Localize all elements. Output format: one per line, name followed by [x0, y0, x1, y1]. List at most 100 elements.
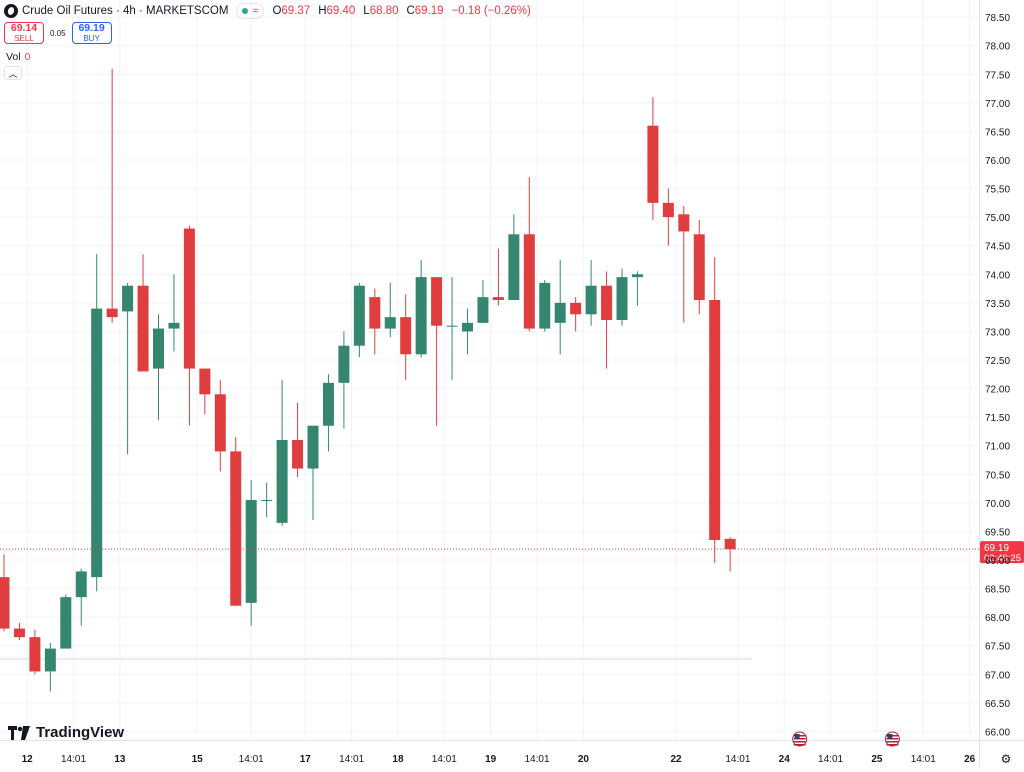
- y-tick-label: 71.00: [985, 442, 1010, 453]
- candle-bullish[interactable]: [153, 314, 164, 420]
- candle-bullish[interactable]: [539, 280, 551, 332]
- candle-bullish[interactable]: [446, 277, 458, 380]
- current-price-tag[interactable]: [980, 541, 1024, 564]
- candle-bearish[interactable]: [570, 297, 582, 332]
- candle-bullish[interactable]: [276, 380, 288, 526]
- candle-body: [400, 317, 412, 355]
- candle-bullish[interactable]: [338, 331, 350, 429]
- y-tick-label: 77.00: [985, 99, 1010, 110]
- candle-bearish[interactable]: [709, 257, 721, 563]
- candle-bullish[interactable]: [415, 260, 427, 358]
- sell-button[interactable]: 69.14 SELL: [4, 22, 44, 44]
- candle-bullish[interactable]: [261, 482, 273, 518]
- x-tick-label: 26: [964, 754, 976, 765]
- candle-body: [106, 308, 118, 318]
- candle-bearish[interactable]: [523, 177, 535, 332]
- candle-bearish[interactable]: [214, 380, 226, 472]
- candle-body: [183, 228, 195, 369]
- candle-bearish[interactable]: [106, 68, 118, 323]
- candle-body: [292, 440, 304, 469]
- candle-bullish[interactable]: [60, 594, 72, 649]
- x-tick-label: 14:01: [525, 754, 550, 765]
- tradingview-logo[interactable]: TradingView: [8, 724, 124, 741]
- candle-bearish[interactable]: [647, 97, 659, 220]
- candle-bearish[interactable]: [292, 402, 304, 478]
- candle-bearish[interactable]: [137, 254, 149, 372]
- candle-bullish[interactable]: [245, 480, 257, 626]
- candle-bullish[interactable]: [353, 282, 365, 358]
- candle-bullish[interactable]: [44, 642, 56, 692]
- candle-bullish[interactable]: [508, 214, 520, 300]
- us-flag-canton: [794, 734, 800, 739]
- candle-bearish[interactable]: [724, 537, 736, 572]
- candle-bullish[interactable]: [307, 425, 319, 520]
- collapse-legend-button[interactable]: ︿: [4, 66, 22, 80]
- candle-bearish[interactable]: [693, 220, 705, 315]
- ohlc-open: O69.37: [272, 5, 311, 17]
- y-tick-label: 70.50: [985, 470, 1010, 481]
- x-tick-label: 14:01: [911, 754, 936, 765]
- candle-bullish[interactable]: [122, 282, 134, 455]
- candle-body: [601, 285, 613, 320]
- y-tick-label: 73.00: [985, 327, 1010, 338]
- candle-bearish[interactable]: [0, 554, 10, 632]
- candle-bullish[interactable]: [477, 280, 489, 323]
- y-tick-label: 74.00: [985, 270, 1010, 281]
- candle-bearish[interactable]: [400, 294, 412, 380]
- ohlc-low: L68.80: [363, 5, 399, 17]
- candle-bullish[interactable]: [91, 254, 103, 592]
- candle-bullish[interactable]: [168, 274, 180, 352]
- candle-bearish[interactable]: [369, 288, 381, 355]
- candle-bullish[interactable]: [631, 271, 643, 306]
- candle-bullish[interactable]: [75, 568, 87, 626]
- buy-label: BUY: [83, 33, 100, 43]
- candle-bearish[interactable]: [678, 205, 690, 323]
- candle-body: [13, 628, 25, 638]
- settings-gear-icon[interactable]: ⚙: [1000, 752, 1012, 766]
- x-tick-label: 22: [671, 754, 683, 765]
- candle-bearish[interactable]: [492, 248, 504, 306]
- y-tick-label: 67.50: [985, 642, 1010, 653]
- candle-body: [122, 285, 134, 312]
- candle-bearish[interactable]: [13, 622, 25, 640]
- candle-bearish[interactable]: [230, 437, 242, 606]
- x-tick-label: 14:01: [239, 754, 264, 765]
- candle-bearish[interactable]: [199, 368, 211, 415]
- candle-bullish[interactable]: [384, 282, 396, 338]
- candle-body: [153, 328, 164, 369]
- candle-bullish[interactable]: [585, 260, 597, 326]
- candle-body: [0, 577, 10, 629]
- candle-body: [168, 322, 180, 329]
- y-tick-label: 71.50: [985, 413, 1010, 424]
- candle-bullish[interactable]: [322, 374, 334, 452]
- candle-bearish[interactable]: [662, 188, 674, 246]
- us-flag-event-icon[interactable]: [884, 731, 900, 747]
- x-tick-label: 14:01: [61, 754, 86, 765]
- market-status-badge[interactable]: ≈: [236, 3, 265, 19]
- us-flag-event-icon[interactable]: [792, 731, 808, 747]
- candle-body: [477, 297, 489, 323]
- buy-button[interactable]: 69.19 BUY: [71, 22, 112, 44]
- us-flag-stripe: [793, 744, 806, 746]
- x-tick-label: 19: [485, 754, 497, 765]
- candle-body: [137, 285, 149, 372]
- candle-bearish[interactable]: [29, 629, 41, 675]
- volume-value: 0: [24, 51, 31, 63]
- us-flag-stripe: [886, 744, 899, 746]
- y-tick-label: 66.00: [985, 727, 1010, 738]
- symbol-logo-icon: [4, 4, 18, 18]
- candle-body: [307, 425, 319, 469]
- candle-bearish[interactable]: [601, 271, 613, 369]
- candle-bearish[interactable]: [431, 277, 443, 426]
- symbol-title[interactable]: Crude Oil Futures · 4h · MARKETSCOM: [22, 5, 229, 17]
- volume-legend[interactable]: Vol 0: [6, 51, 30, 63]
- candle-bullish[interactable]: [554, 260, 566, 355]
- y-tick-label: 75.50: [985, 185, 1010, 196]
- candle-bearish[interactable]: [183, 225, 195, 426]
- candle-bullish[interactable]: [462, 308, 473, 355]
- candle-bullish[interactable]: [616, 268, 628, 326]
- y-tick-label: 68.50: [985, 585, 1010, 596]
- y-tick-label: 73.50: [985, 299, 1010, 310]
